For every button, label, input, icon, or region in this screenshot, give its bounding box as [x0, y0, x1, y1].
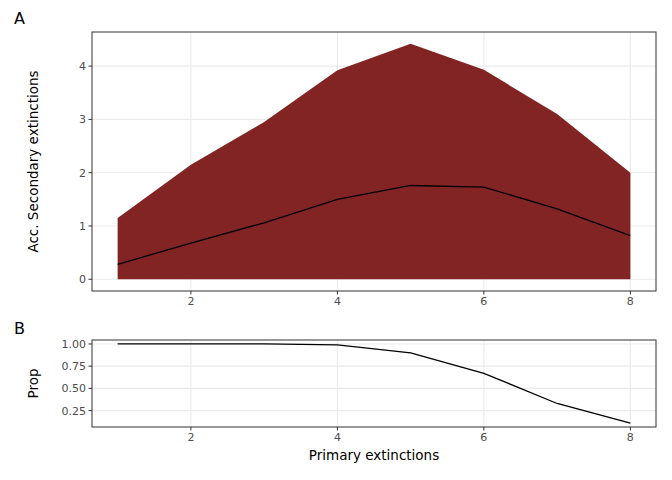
tick [483, 291, 484, 295]
tick [89, 172, 93, 173]
tick-label: 8 [627, 295, 634, 308]
tick-label: 6 [480, 431, 487, 444]
data-group [118, 44, 631, 280]
tick-label: 1 [79, 220, 86, 233]
tick-label: 3 [79, 113, 86, 126]
tick-label: 1.00 [62, 338, 87, 351]
axis-title: Primary extinctions [309, 447, 439, 463]
tick-label: 0 [79, 273, 86, 286]
tick-label: 4 [79, 60, 86, 73]
panel: 2 4 6 8 0 1 2 3 4 Acc. Secondary extinctions A [14, 9, 656, 308]
tick-label: 8 [627, 431, 634, 444]
ribbon [118, 44, 631, 280]
tick [337, 427, 338, 431]
tick-label: 4 [334, 431, 341, 444]
tick [630, 427, 631, 431]
grid-line [92, 366, 656, 367]
line [118, 344, 631, 423]
tick-label: 0.25 [62, 405, 87, 418]
tick [89, 225, 93, 226]
tick [89, 66, 93, 67]
data-group [118, 344, 631, 423]
grid-line [630, 340, 631, 427]
chart: 2 4 6 8 0 1 2 3 4 Acc. Secondary extinctions A 2 4 6 8… [0, 0, 672, 480]
line [118, 185, 631, 264]
panel: 2 4 6 8 0.25 0.50 0.75 1.00 Prop Primary extincti… [14, 319, 656, 463]
grid-line [92, 388, 656, 389]
tick [630, 291, 631, 295]
tick [483, 427, 484, 431]
tick-label: 0.50 [62, 382, 87, 395]
tick [190, 427, 191, 431]
tick-label: 4 [334, 295, 341, 308]
plot-background [92, 32, 656, 291]
axis-title: Prop [25, 369, 41, 399]
tick-label: 2 [187, 431, 194, 444]
plot-frame [92, 32, 656, 291]
tick [89, 388, 93, 389]
tick [89, 366, 93, 367]
tick [89, 119, 93, 120]
panel-tag: B [14, 319, 25, 338]
tick [337, 291, 338, 295]
tick [89, 279, 93, 280]
tick-label: 6 [480, 295, 487, 308]
grid-line [483, 340, 484, 427]
plot-background [92, 340, 656, 427]
tick [190, 291, 191, 295]
grid-line [337, 340, 338, 427]
grid-line [190, 340, 191, 427]
panel-tag: A [14, 9, 25, 28]
tick-label: 2 [79, 167, 86, 180]
tick [89, 343, 93, 344]
tick [89, 410, 93, 411]
tick-label: 2 [187, 295, 194, 308]
axis-title: Acc. Secondary extinctions [25, 70, 41, 252]
tick-label: 0.75 [62, 360, 87, 373]
plot-frame [92, 340, 656, 427]
grid-line [92, 410, 656, 411]
